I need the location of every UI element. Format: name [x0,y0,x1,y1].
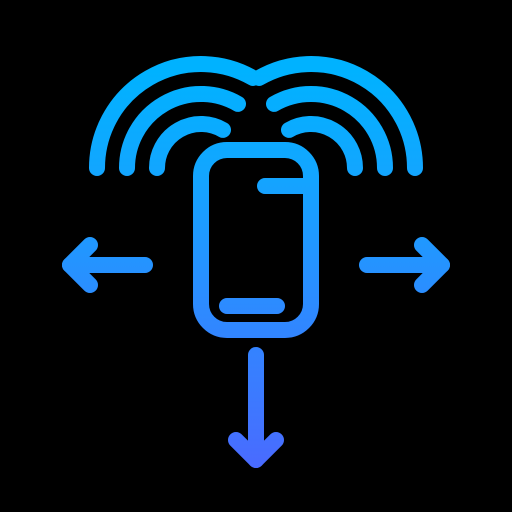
wireless-device-broadcast-icon [0,0,512,512]
